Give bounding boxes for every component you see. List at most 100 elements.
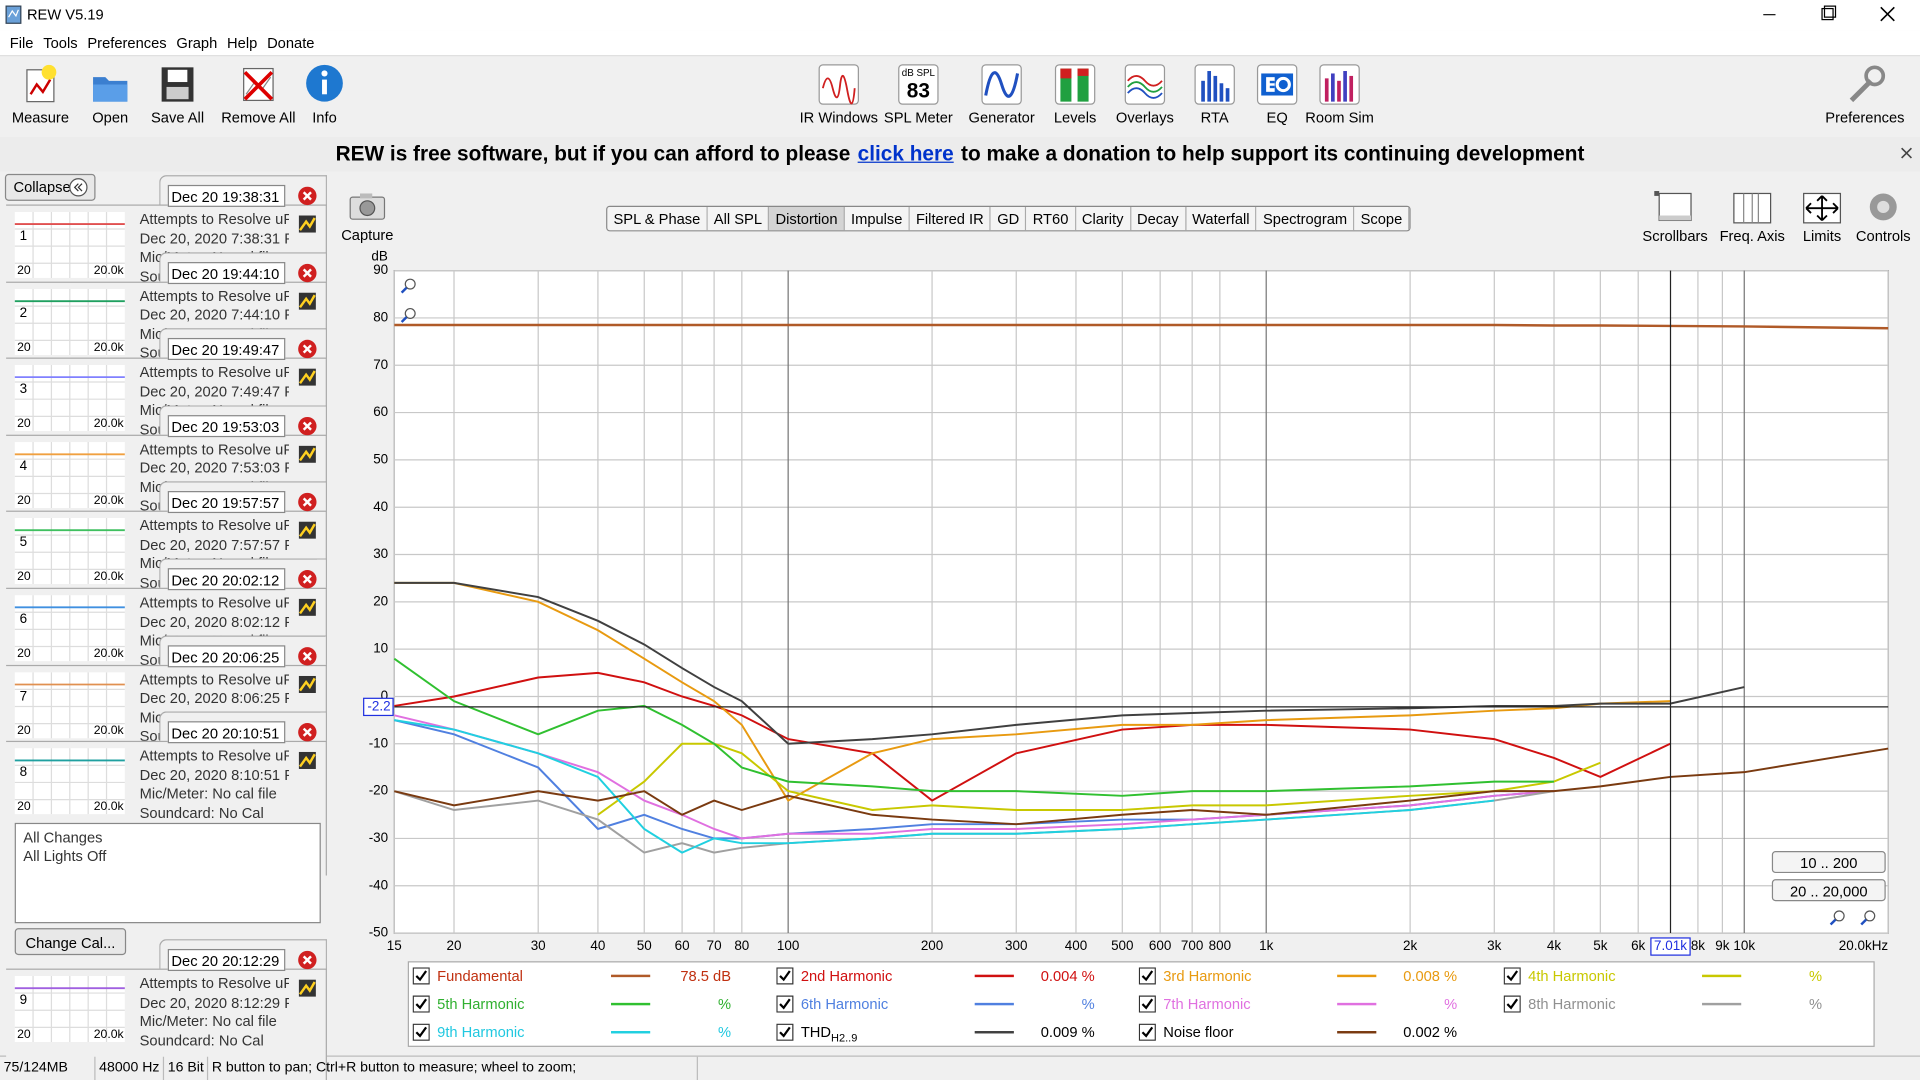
measurement-thumbnail: 2 20 20.0k <box>14 288 125 355</box>
measurement-date-field[interactable]: Dec 20 19:44:10 <box>167 261 286 284</box>
x-tick-label: 80 <box>734 938 749 953</box>
graph-tool-button[interactable]: Scrollbars <box>1642 227 1708 245</box>
legend-checkbox[interactable] <box>776 1023 794 1041</box>
toolbar-button[interactable]: EQ <box>1266 108 1288 127</box>
graph-tab[interactable]: SPL & Phase <box>607 206 708 231</box>
graph-tab[interactable]: All SPL <box>707 206 770 231</box>
measurement-date-field[interactable]: Dec 20 20:10:51 <box>167 721 286 744</box>
toolbar-button[interactable]: Open <box>92 108 129 127</box>
icon-part <box>1503 995 1521 1013</box>
icon-part <box>243 70 274 101</box>
x-tick-label: 600 <box>1149 938 1171 953</box>
capture-button[interactable]: Capture <box>341 226 394 244</box>
donate-link[interactable]: click here <box>857 142 954 166</box>
measurement-number: 9 <box>20 992 27 1007</box>
icon-part <box>1849 79 1873 103</box>
toolbar-button[interactable]: Room Sim <box>1305 108 1374 127</box>
thumb-axis-max: 20.0k <box>94 493 125 507</box>
x-tick-label: 70 <box>707 938 722 953</box>
toolbar-button[interactable]: SPL Meter <box>883 108 953 127</box>
toolbar-button[interactable]: RTA <box>1200 108 1229 127</box>
toolbar-button[interactable]: Save All <box>150 108 205 127</box>
range-button[interactable]: 10 .. 200 <box>1771 851 1886 874</box>
toolbar-button[interactable]: Info <box>312 108 337 127</box>
toolbar-button[interactable]: Preferences <box>1825 108 1905 127</box>
toolbar-button[interactable]: Overlays <box>1115 108 1174 127</box>
toolbar-button[interactable]: Levels <box>1053 108 1097 127</box>
legend-checkbox[interactable] <box>1138 967 1156 985</box>
graph-tool-icon <box>1654 191 1692 222</box>
measurement-date-field[interactable]: Dec 20 19:38:31 <box>167 184 286 207</box>
zoom-icon <box>400 316 408 323</box>
note-item: All Lights Off <box>23 847 107 865</box>
toolbar-icon <box>981 64 1022 105</box>
measurement-date-field[interactable]: Dec 20 20:02:12 <box>167 568 286 591</box>
menu-item[interactable]: Donate <box>267 34 315 52</box>
graph-tab[interactable]: Spectrogram <box>1256 206 1355 231</box>
toolbar-button[interactable]: Remove All <box>221 108 296 127</box>
trace <box>394 719 1555 840</box>
legend-checkbox[interactable] <box>412 1023 430 1041</box>
graph-tool-button[interactable]: Controls <box>1855 227 1911 245</box>
change-cal-button[interactable]: Change Cal... <box>14 928 127 956</box>
icon-part <box>1124 64 1166 105</box>
measurement-date-field[interactable]: Dec 20 20:12:29 <box>167 948 286 972</box>
legend-checkbox[interactable] <box>1503 995 1521 1013</box>
menu-item[interactable]: Help <box>227 34 258 52</box>
toolbar-button[interactable]: Generator <box>968 108 1035 127</box>
legend-checkbox[interactable] <box>776 995 794 1013</box>
measurement-soundcard: Soundcard: No Cal <box>139 1031 264 1049</box>
graph-tab[interactable]: Clarity <box>1075 206 1131 231</box>
icon-part <box>302 268 312 278</box>
measurement-date-field[interactable]: Dec 20 19:49:47 <box>167 338 286 361</box>
menu-item[interactable]: Tools <box>43 34 78 52</box>
graph-tab[interactable]: Impulse <box>844 206 910 231</box>
toolbar-icon <box>161 67 194 102</box>
toolbar-icon <box>1054 64 1096 105</box>
graph-tab[interactable]: GD <box>991 206 1027 231</box>
measurement-date: Dec 20, 2020 7:38:31 PM <box>139 229 289 247</box>
measurement-thumbnail: 5 20 20.0k <box>14 518 125 585</box>
legend-checkbox[interactable] <box>776 967 794 985</box>
y-tick-label: -10 <box>369 735 388 750</box>
y-tick-label: 40 <box>373 499 388 514</box>
graph-tab[interactable]: Distortion <box>769 206 845 231</box>
icon-part <box>1077 68 1089 102</box>
legend-checkbox[interactable] <box>1138 995 1156 1013</box>
trace <box>597 742 1601 816</box>
icon-part <box>299 523 316 538</box>
thumb-axis-min: 20 <box>17 569 31 583</box>
legend-checkbox[interactable] <box>412 967 430 985</box>
toolbar-button[interactable]: IR Windows <box>799 108 878 127</box>
y-tick-label: 10 <box>373 641 388 656</box>
status-field: 48000 Hz <box>96 1056 165 1080</box>
y-tick-label: 30 <box>373 546 388 561</box>
legend-name: 8th Harmonic <box>1528 995 1616 1013</box>
legend-checkbox[interactable] <box>1503 967 1521 985</box>
x-tick-label: 1k <box>1259 938 1273 953</box>
graph-tool-button[interactable]: Freq. Axis <box>1719 227 1785 245</box>
measurement-date-field[interactable]: Dec 20 19:57:57 <box>167 491 286 514</box>
legend-checkbox[interactable] <box>412 995 430 1013</box>
graph-tab[interactable]: RT60 <box>1026 206 1076 231</box>
graph-tab[interactable]: Decay <box>1130 206 1186 231</box>
legend-checkbox[interactable] <box>1138 1023 1156 1041</box>
icon-part <box>415 998 428 1010</box>
measurement-icon <box>298 215 316 233</box>
measurement-date-field[interactable]: Dec 20 20:06:25 <box>167 644 286 667</box>
menu-item[interactable]: Graph <box>176 34 218 52</box>
toolbar-button[interactable]: Measure <box>11 108 69 127</box>
menu-item[interactable]: Preferences <box>87 34 167 52</box>
measurement-title: Attempts to Resolve uPv <box>139 670 289 688</box>
measurement-date-field[interactable]: Dec 20 19:53:03 <box>167 414 286 437</box>
y-tick-label: -50 <box>369 925 388 940</box>
graph-tab[interactable]: Waterfall <box>1185 206 1257 231</box>
graph-tab[interactable]: Filtered IR <box>909 206 992 231</box>
graph-tool-button[interactable]: Limits <box>1802 227 1842 245</box>
range-button[interactable]: 20 .. 20,000 <box>1771 879 1886 902</box>
graph-tab[interactable]: Scope <box>1354 206 1410 231</box>
legend-name: 7th Harmonic <box>1163 995 1251 1013</box>
menu-item[interactable]: File <box>9 34 34 52</box>
measurement-date: Dec 20, 2020 7:57:57 PM <box>139 536 289 554</box>
legend-line <box>1337 974 1377 978</box>
